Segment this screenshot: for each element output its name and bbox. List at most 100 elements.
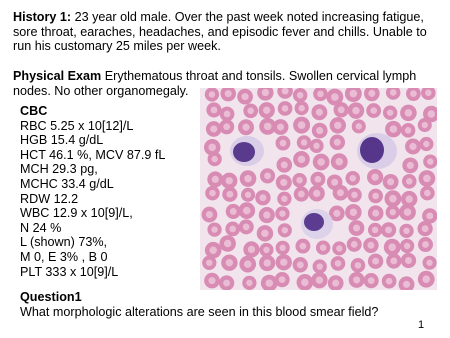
red-cell-pallor [225, 258, 234, 267]
cbc-block: CBC RBC 5.25 x 10[12]/L HGB 15.4 g/dL HCT … [20, 104, 165, 279]
red-cell-pallor [331, 93, 339, 101]
red-cell-pallor [280, 161, 288, 169]
red-cell-pallor [300, 139, 308, 146]
red-cell-pallor [421, 121, 428, 129]
red-cell-pallor [225, 177, 233, 185]
red-cell-pallor [334, 121, 342, 130]
red-cell-pallor [226, 190, 234, 198]
red-cell-pallor [280, 178, 288, 187]
red-cell-pallor [211, 226, 218, 233]
red-cell-pallor [425, 89, 432, 97]
red-cell-pallor [315, 276, 324, 284]
red-cell-pallor [263, 211, 271, 219]
red-cell-pallor [367, 277, 375, 285]
red-cell-pallor [243, 260, 252, 268]
cell-nucleus [233, 142, 255, 162]
red-cell-pallor [223, 239, 232, 248]
red-cell-pallor [209, 189, 216, 197]
red-cell-pallor [403, 242, 411, 250]
red-cell-pallor [424, 189, 431, 197]
red-cell-pallor [280, 258, 288, 266]
red-cell-pallor [211, 155, 218, 163]
red-cell-pallor [334, 260, 342, 267]
red-cell-pallor [410, 90, 417, 97]
red-cell-pallor [351, 191, 358, 199]
red-cell-pallor [315, 108, 323, 116]
red-cell-pallor [427, 158, 434, 165]
red-cell-pallor [210, 106, 218, 114]
red-cell-pallor [281, 227, 288, 234]
red-cell-pallor [317, 158, 325, 166]
red-cell-pallor [349, 89, 358, 98]
red-cell-pallor [277, 123, 285, 131]
red-cell-pallor [372, 209, 380, 217]
red-cell-pallor [405, 195, 413, 203]
red-cell-pallor [229, 208, 237, 215]
red-cell-pallor [208, 143, 216, 152]
exam-text: Erythematous throat and tonsils. Swollen… [13, 69, 417, 98]
exam-paragraph: Physical Exam Erythematous throat and to… [13, 69, 438, 98]
red-cell-pallor [208, 277, 216, 285]
red-cell-pallor [314, 175, 322, 183]
red-cell-pallor [210, 125, 218, 133]
red-cell-pallor [265, 279, 274, 287]
page-number: 1 [418, 319, 425, 331]
red-cell-pallor [427, 110, 436, 118]
red-cell-pallor [421, 225, 429, 233]
red-cell-pallor [223, 123, 231, 131]
cbc-line: PLT 333 x 10[9]/L [20, 264, 119, 279]
red-cell-pallor [426, 212, 434, 220]
red-cell-pallor [242, 206, 251, 215]
red-cell-pallor [372, 192, 379, 200]
red-cell-pallor [209, 246, 217, 254]
red-cell-pallor [247, 107, 254, 115]
red-cell-pallor [389, 125, 398, 133]
red-cell-pallor [206, 259, 213, 267]
red-cell-pallor [279, 210, 286, 217]
red-cell-pallor [426, 259, 433, 266]
red-cell-pallor [316, 127, 324, 135]
red-cell-pallor [404, 127, 412, 134]
red-cell-pallor [316, 263, 323, 270]
red-cell-pallor [297, 155, 306, 164]
lymphocyte [301, 209, 333, 239]
red-cell-pallor [242, 123, 250, 131]
red-cell-pallor [331, 178, 339, 186]
question-block: Question1 What morphologic alterations a… [20, 290, 378, 319]
red-cell-pallor [261, 88, 270, 97]
red-cell-pallor [406, 161, 414, 170]
red-cell-pallor [259, 194, 267, 202]
red-cell-pallor [372, 257, 380, 265]
red-cell-pallor [335, 157, 344, 166]
red-cell-pallor [263, 259, 271, 267]
red-cell-pallor [389, 89, 397, 96]
red-cell-pallor [354, 262, 362, 269]
red-cell-pallor [423, 140, 430, 148]
red-cell-pallor [352, 106, 360, 115]
red-cell-pallor [313, 142, 320, 150]
history-paragraph: History 1: 23 year old male. Over the pa… [13, 10, 443, 54]
red-cell-pallor [422, 241, 429, 248]
red-cell-pallor [370, 107, 377, 114]
red-cell-pallor [281, 105, 289, 112]
lymphocyte [230, 136, 264, 166]
red-cell-pallor [208, 91, 216, 98]
red-cell-pallor [264, 172, 271, 180]
red-cell-pallor [368, 89, 376, 97]
cbc-line: RDW 12.2 [20, 191, 79, 206]
red-cell-pallor [386, 109, 394, 116]
red-cell-pallor [241, 93, 249, 101]
red-cell-pallor [355, 123, 362, 130]
red-cell-pallor [296, 91, 304, 99]
red-cell-pallor [298, 104, 305, 112]
red-cell-pallor [332, 279, 340, 287]
history-text: 23 year old male. Over the past week not… [13, 10, 427, 54]
red-cell-pallor [423, 174, 431, 183]
red-cell-pallor [246, 279, 253, 287]
red-cell-pallor [336, 245, 343, 252]
history-label: History 1: [13, 10, 72, 24]
red-cell-pallor [281, 88, 289, 95]
lymphocyte [357, 133, 397, 169]
red-cell-pallor [247, 245, 256, 254]
